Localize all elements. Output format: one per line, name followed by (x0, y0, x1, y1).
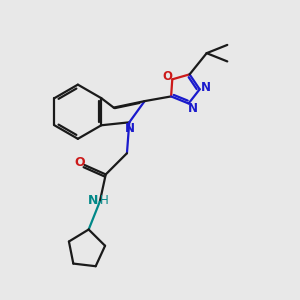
Text: O: O (162, 70, 172, 83)
Text: N: N (125, 122, 135, 135)
Text: N: N (200, 81, 211, 94)
Text: O: O (74, 156, 85, 169)
Text: H: H (100, 194, 109, 207)
Text: N: N (188, 102, 198, 115)
Text: N: N (88, 194, 99, 207)
